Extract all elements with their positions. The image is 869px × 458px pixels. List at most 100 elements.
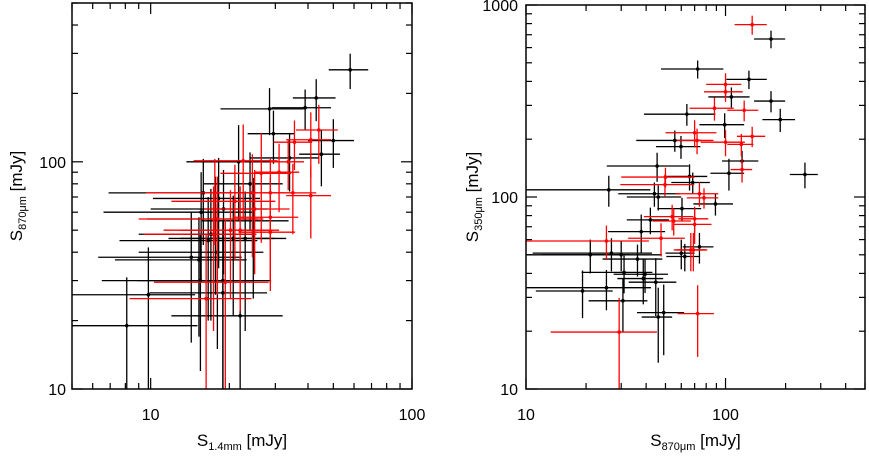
black-data-point (526, 269, 651, 311)
black-data-point (152, 157, 260, 269)
point-marker (243, 236, 247, 241)
x-axis-label: S1.4mm [mJy] (197, 431, 287, 453)
point-marker (215, 217, 220, 221)
point-marker (643, 272, 647, 277)
point-marker (750, 134, 754, 139)
point-marker (690, 180, 695, 185)
black-data-point (271, 89, 332, 131)
black-data-point (526, 239, 630, 274)
x-tick-label: 10 (142, 407, 160, 424)
red-data-point (238, 195, 296, 291)
point-marker (348, 68, 352, 72)
point-marker (803, 172, 807, 177)
point-marker (697, 191, 702, 196)
point-marker (221, 291, 225, 295)
black-data-point (119, 196, 258, 321)
point-marker (124, 323, 129, 328)
red-data-point (678, 206, 709, 233)
point-marker (683, 254, 687, 259)
point-marker (309, 193, 313, 198)
point-marker (670, 214, 674, 219)
red-data-point (704, 82, 743, 102)
point-marker (248, 182, 252, 186)
red-data-point (286, 165, 332, 239)
point-marker (692, 222, 697, 227)
point-marker (673, 138, 677, 143)
point-marker (189, 255, 194, 260)
point-marker (206, 238, 210, 243)
black-data-point (180, 191, 287, 332)
red-data-point (652, 208, 691, 236)
point-marker (277, 170, 281, 174)
black-data-point (789, 162, 818, 189)
point-marker (663, 182, 667, 187)
black-data-point (671, 172, 710, 194)
point-marker (656, 195, 661, 199)
point-marker (314, 96, 319, 100)
point-marker (617, 330, 621, 334)
red-data-point (204, 170, 290, 275)
point-marker (291, 191, 295, 195)
black-data-point (220, 88, 304, 136)
point-marker (204, 296, 208, 301)
red-data-point (171, 164, 276, 260)
black-data-point (292, 79, 336, 122)
point-marker (652, 191, 657, 196)
red-data-point (734, 15, 767, 35)
black-data-point (108, 158, 255, 246)
point-marker (635, 257, 640, 261)
point-marker (607, 188, 611, 192)
black-data-point (626, 207, 669, 235)
red-data-point (677, 285, 714, 357)
red-data-point (628, 223, 685, 257)
point-marker (268, 230, 273, 234)
black-data-point (618, 182, 680, 207)
point-marker (292, 140, 297, 144)
black-data-point (726, 70, 767, 90)
red-data-point (143, 186, 257, 332)
y-tick-label: 100 (39, 155, 66, 172)
black-data-point (247, 110, 295, 164)
red-data-point (254, 143, 300, 213)
red-data-point (193, 124, 278, 220)
axis-ticks (71, 2, 413, 390)
x-tick-label: 100 (399, 407, 426, 424)
point-marker (604, 239, 609, 243)
point-marker (252, 207, 257, 211)
point-marker (319, 152, 324, 157)
red-data-point (727, 100, 759, 122)
point-marker (656, 315, 661, 319)
red-data-point (706, 73, 742, 98)
black-data-point (103, 172, 253, 281)
data-points (526, 15, 818, 389)
black-data-point (637, 284, 685, 356)
point-marker (739, 142, 744, 147)
point-marker (211, 232, 216, 237)
point-marker (267, 107, 272, 111)
red-data-point (675, 182, 719, 207)
point-marker (238, 313, 242, 318)
y-axis-label: S350μm [mJy] (463, 152, 485, 243)
point-marker (722, 122, 727, 127)
y-tick-label: 1000 (482, 0, 518, 15)
point-marker (286, 160, 291, 164)
red-data-point (730, 158, 753, 183)
y-tick-label: 10 (48, 382, 66, 399)
black-data-point (641, 287, 673, 363)
data-points (72, 53, 369, 389)
point-marker (317, 128, 321, 132)
point-marker (692, 130, 697, 135)
point-marker (146, 292, 151, 297)
point-marker (778, 117, 783, 122)
black-data-point (137, 220, 272, 389)
black-data-point (665, 239, 695, 270)
black-data-point (666, 243, 701, 272)
black-data-point (608, 214, 666, 254)
point-marker (691, 248, 696, 252)
black-data-point (643, 104, 716, 126)
point-marker (661, 310, 666, 315)
point-marker (680, 206, 684, 211)
red-data-point (676, 232, 708, 272)
black-data-point (762, 108, 796, 133)
